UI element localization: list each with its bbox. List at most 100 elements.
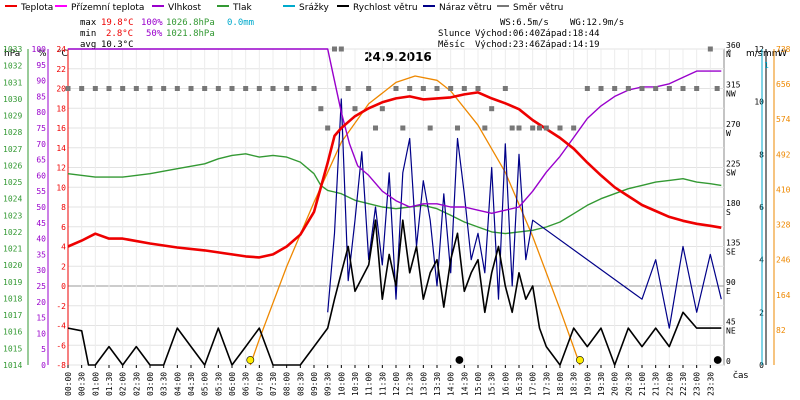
wind-direction-point-46 [557, 125, 563, 131]
wind-direction-point-37 [475, 86, 481, 91]
legend-label-7: Směr větru [513, 3, 563, 13]
series-vlhkost [68, 48, 722, 214]
wind-direction-point-31 [420, 86, 426, 91]
wind-direction-point-4 [120, 86, 126, 91]
direction-tick-45: 45 [726, 318, 736, 327]
direction-tick-180: 180 [726, 199, 741, 208]
direction-axis-label: ° [727, 49, 732, 59]
x-tick-9: 04:30 [187, 372, 196, 396]
wind-direction-point-44 [537, 125, 542, 131]
legend-label-5: Rychlost větru [353, 3, 418, 13]
wind-direction-point-3 [106, 86, 112, 91]
humidity-tick-40: 40 [36, 235, 46, 244]
stat-min-humidity: 50% [146, 29, 163, 39]
wind-direction-point-48 [584, 86, 590, 91]
wind-direction-point-26 [373, 125, 378, 131]
x-tick-46: 23:00 [693, 372, 702, 396]
x-tick-0: 00:00 [64, 372, 73, 396]
x-tick-30: 15:00 [474, 372, 483, 396]
pressure-tick-1030: 1030 [3, 95, 22, 104]
x-tick-5: 02:30 [132, 372, 141, 396]
temperature-tick-24: 24 [56, 45, 66, 54]
temperature-tick-16: 16 [56, 124, 66, 133]
wind-direction-point-17 [297, 86, 303, 91]
solar-tick-410: 410 [776, 185, 791, 194]
wind-direction-point-49 [598, 86, 604, 91]
wind-direction-point-43 [530, 125, 536, 131]
stat-min-pressure: 1021.8hPa [166, 29, 215, 39]
wind-direction-point-39 [489, 106, 495, 112]
pressure-tick-1014: 1014 [3, 361, 22, 370]
moonrise-time: Východ:23:46 [475, 40, 540, 50]
direction-name-6: W [726, 129, 731, 138]
x-tick-41: 20:30 [624, 372, 633, 396]
wind-direction-point-19 [318, 106, 324, 112]
x-axis: 00:00 00:30 01:00 01:30 02:00 02:30 03:00 03:30… [64, 365, 715, 396]
direction-tick-360: 360 [726, 41, 741, 50]
moon-label: Měsíc [438, 40, 465, 50]
marker-sunset [576, 356, 584, 364]
wind-direction-point-10 [202, 86, 208, 91]
x-tick-36: 18:00 [556, 372, 565, 396]
pressure-tick-1026: 1026 [3, 161, 22, 170]
humidity-tick-20: 20 [36, 298, 46, 307]
direction-tick-225: 225 [726, 160, 741, 169]
temperature-tick--2: -2 [56, 302, 66, 311]
x-tick-4: 02:00 [119, 372, 128, 396]
x-tick-38: 19:00 [583, 372, 592, 396]
markers [246, 356, 722, 364]
humidity-tick-75: 75 [36, 124, 46, 133]
marker-moonrise [713, 356, 722, 364]
solar-tick-164: 164 [776, 291, 791, 300]
humidity-tick-0: 0 [41, 361, 46, 370]
stat-max-temp: 19.8°C [101, 18, 134, 28]
wind-direction-point-47 [571, 125, 577, 131]
axes: hPa% °C1014101510161017101810191020102110… [3, 41, 791, 370]
x-tick-7: 03:30 [160, 372, 169, 396]
pressure-tick-1033: 1033 [3, 45, 22, 54]
humidity-axis-label: % [38, 49, 47, 59]
legend-label-4: Srážky [299, 3, 330, 13]
wind-astro-block: WS:6.5m/s WG:12.9m/s Slunce Východ:06:40… [438, 18, 624, 50]
x-tick-11: 05:30 [214, 372, 223, 396]
wind-direction-point-56 [694, 86, 700, 91]
x-tick-13: 06:30 [242, 372, 251, 396]
x-tick-8: 04:00 [173, 372, 182, 396]
direction-name-3: SE [726, 248, 736, 257]
x-tick-20: 10:00 [337, 372, 346, 396]
wind-direction-point-14 [256, 86, 262, 91]
x-tick-16: 08:00 [283, 372, 292, 396]
pressure-tick-1016: 1016 [3, 328, 22, 337]
x-tick-14: 07:00 [255, 372, 264, 396]
solar-tick-656: 656 [776, 80, 791, 89]
humidity-tick-90: 90 [36, 77, 46, 86]
temperature-tick-14: 14 [56, 144, 66, 153]
stat-rain: 0.0mm [227, 18, 254, 28]
pressure-tick-1019: 1019 [3, 278, 22, 287]
wind-direction-point-1 [79, 86, 85, 91]
solar-tick-738: 738 [776, 45, 791, 54]
x-tick-22: 11:00 [365, 372, 374, 396]
humidity-tick-65: 65 [36, 156, 46, 165]
wind-direction-point-27 [379, 106, 385, 112]
wind-direction-point-52 [639, 86, 645, 91]
stat-max-pressure: 1026.8hPa [166, 18, 215, 28]
stat-max-humidity: 100% [141, 18, 163, 28]
x-tick-39: 19:30 [597, 372, 606, 396]
humidity-tick-85: 85 [36, 92, 46, 101]
temperature-tick-8: 8 [61, 203, 66, 212]
x-tick-47: 23:30 [706, 372, 715, 396]
x-tick-15: 07:30 [269, 372, 278, 396]
temperature-tick-12: 12 [56, 164, 66, 173]
solar-axis-label: W [778, 49, 787, 59]
humidity-tick-10: 10 [36, 329, 46, 338]
chart-title: 24.9.2016 [364, 50, 432, 64]
solar-tick-574: 574 [776, 115, 791, 124]
direction-name-4: S [726, 208, 731, 217]
stat-avg-temp: 10.3°C [101, 40, 134, 50]
temperature-axis-label: °C [57, 49, 68, 59]
pressure-tick-1022: 1022 [3, 228, 22, 237]
pressure-tick-1028: 1028 [3, 128, 22, 137]
pressure-tick-1015: 1015 [3, 344, 22, 353]
